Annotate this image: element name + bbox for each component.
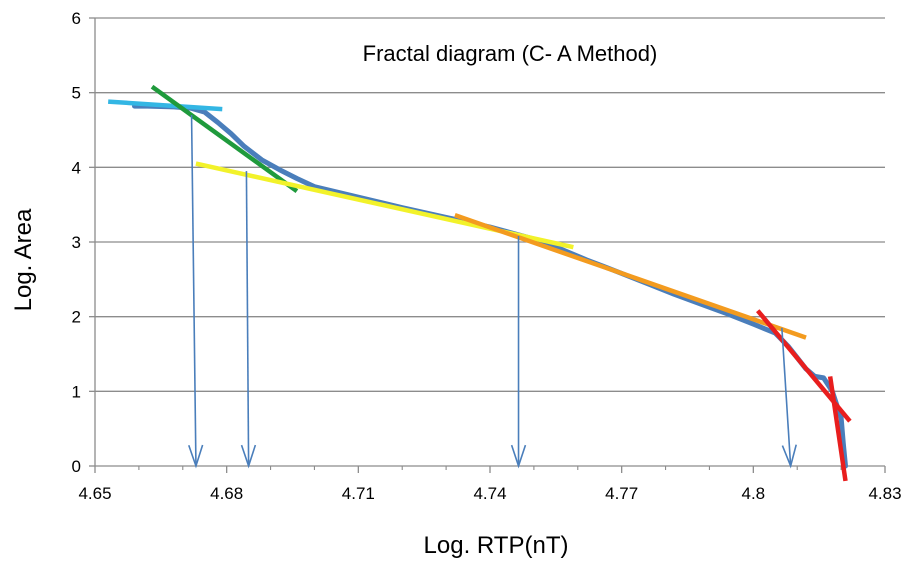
y-axis-title: Log. Area (10, 208, 37, 311)
y-tick-label: 5 (72, 84, 81, 103)
y-tick-label: 6 (72, 9, 81, 28)
x-tick-label: 4.65 (78, 484, 111, 503)
x-tick-label: 4.68 (210, 484, 243, 503)
arrow-head (188, 444, 204, 469)
x-axis-title: Log. RTP(nT) (424, 532, 569, 559)
axes (89, 17, 886, 473)
y-tick-label: 4 (72, 158, 81, 177)
arrow-shaft (245, 171, 250, 467)
fit-line (150, 84, 299, 194)
y-tick-label: 2 (72, 308, 81, 327)
data-line (132, 103, 848, 469)
arrow-shaft (781, 327, 792, 467)
fit-line (827, 376, 848, 482)
x-tick-label: 4.83 (868, 484, 901, 503)
x-tick-label: 4.8 (742, 484, 766, 503)
x-tick-label: 4.74 (473, 484, 506, 503)
arrow-shaft (190, 115, 197, 467)
data-series (132, 103, 848, 469)
arrow-head (510, 444, 527, 469)
tick-labels: 0 1 2 3 4 5 6 4.65 4.68 4.71 4.74 4.77 4.8 4.83 (72, 9, 902, 503)
x-tick-label: 4.77 (605, 484, 638, 503)
grid-lines (95, 17, 885, 392)
fit-line (108, 99, 223, 112)
projection-arrows (188, 115, 797, 469)
fit-line (454, 212, 807, 340)
chart-title: Fractal diagram (C- A Method) (363, 41, 658, 66)
arrow-head (781, 444, 797, 469)
fit-lines (108, 84, 852, 482)
x-tick-label: 4.71 (342, 484, 375, 503)
arrow-head (240, 444, 257, 469)
y-tick-label: 3 (72, 233, 81, 252)
y-tick-label: 0 (72, 457, 81, 476)
y-tick-label: 1 (72, 382, 81, 401)
